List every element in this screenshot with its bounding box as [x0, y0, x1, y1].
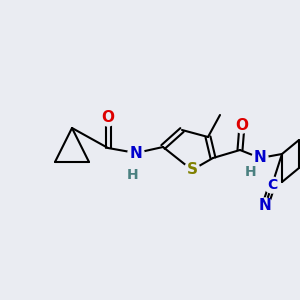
Text: H: H [127, 168, 139, 182]
Text: N: N [259, 199, 272, 214]
Circle shape [243, 164, 259, 180]
Circle shape [252, 150, 268, 166]
Text: N: N [254, 151, 266, 166]
Circle shape [184, 162, 200, 178]
Text: O: O [101, 110, 115, 125]
Circle shape [234, 117, 250, 133]
Circle shape [125, 167, 141, 183]
Text: N: N [130, 146, 142, 160]
Text: H: H [245, 165, 257, 179]
Text: S: S [187, 163, 197, 178]
Text: C: C [267, 178, 277, 192]
Circle shape [257, 198, 273, 214]
Text: O: O [236, 118, 248, 133]
Circle shape [128, 145, 144, 161]
Circle shape [100, 110, 116, 126]
Circle shape [264, 177, 280, 193]
